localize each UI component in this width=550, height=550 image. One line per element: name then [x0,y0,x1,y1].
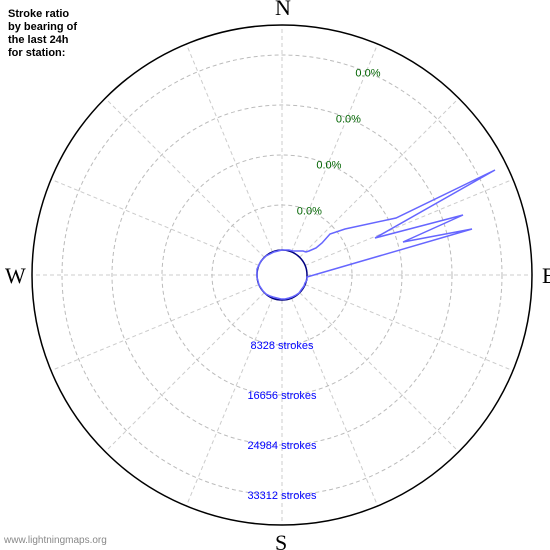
svg-text:8328 strokes: 8328 strokes [251,340,314,352]
cardinal-s: S [275,530,287,550]
cardinal-n: N [275,0,291,20]
polar-chart-container: Stroke ratio by bearing of the last 24h … [0,0,550,550]
svg-text:0.0%: 0.0% [316,160,341,172]
svg-text:24984 strokes: 24984 strokes [247,440,317,452]
svg-text:0.0%: 0.0% [355,67,380,79]
svg-text:0.0%: 0.0% [336,114,361,126]
polar-chart-svg: 0.0% 0.0% 0.0% 0.0% 8328 strokes 16656 strok… [0,0,550,550]
cardinal-w: W [5,263,26,288]
svg-text:16656 strokes: 16656 strokes [247,390,317,402]
cardinal-e: E [542,263,550,288]
svg-text:0.0%: 0.0% [297,206,322,218]
svg-text:33312 strokes: 33312 strokes [247,490,317,502]
percentage-labels: 0.0% 0.0% 0.0% 0.0% [297,67,381,217]
